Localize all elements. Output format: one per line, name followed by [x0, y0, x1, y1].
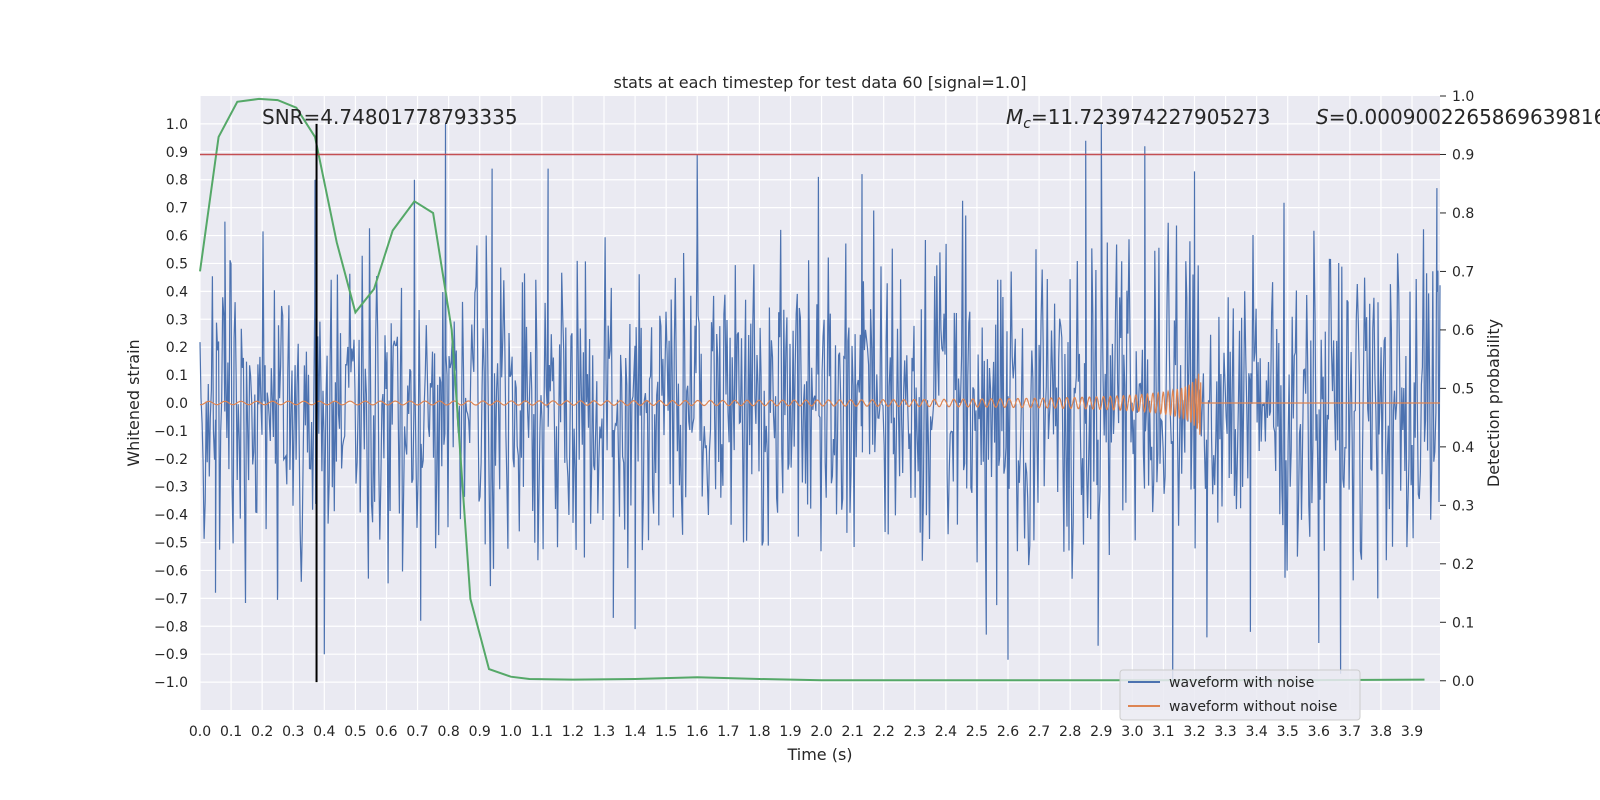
y-tick-label-left: −1.0: [154, 675, 188, 691]
x-tick-label: 3.7: [1339, 724, 1361, 740]
x-tick-label: 2.9: [1090, 724, 1112, 740]
x-tick-label: 0.2: [251, 724, 273, 740]
detection-probability-series: [199, 97, 1425, 682]
y-tick-label-right: 0.2: [1452, 557, 1474, 573]
x-tick-label: 3.1: [1152, 724, 1174, 740]
x-tick-label: 3.6: [1308, 724, 1330, 740]
x-tick-label: 2.2: [873, 724, 895, 740]
x-tick-label: 0.1: [220, 724, 242, 740]
x-tick-label: 0.3: [282, 724, 304, 740]
y-tick-label-left: 0.7: [166, 201, 188, 217]
x-tick-label: 2.1: [841, 724, 863, 740]
chirp-mass-annotation: Mc=11.723974227905273: [1006, 105, 1270, 132]
y-tick-label-right: 0.3: [1452, 498, 1474, 514]
y-tick-label-left: −0.4: [154, 508, 188, 524]
x-tick-label: 0.7: [406, 724, 428, 740]
x-tick-label: 3.0: [1121, 724, 1143, 740]
x-tick-label: 1.4: [624, 724, 646, 740]
x-tick-label: 1.9: [779, 724, 801, 740]
y-tick-label-left: −0.9: [154, 647, 188, 663]
chirp-mass-value: =11.723974227905273: [1031, 105, 1270, 129]
x-tick-label: 1.2: [562, 724, 584, 740]
snr-annotation: SNR=4.74801778793335: [262, 105, 518, 129]
y-tick-label-left: −0.6: [154, 563, 188, 579]
y-tick-label-left: 1.0: [166, 117, 188, 133]
y-axis-title-left: Whitened strain: [124, 339, 143, 466]
x-axis-title: Time (s): [786, 745, 852, 764]
x-tick-label: 2.0: [810, 724, 832, 740]
x-tick-label: 3.9: [1401, 724, 1423, 740]
legend: waveform with noise waveform without noi…: [1119, 669, 1361, 721]
x-tick-label: 3.3: [1214, 724, 1236, 740]
chart-title: stats at each timestep for test data 60 …: [614, 73, 1027, 92]
x-tick-label: 0.0: [189, 724, 211, 740]
clean-waveform-line: [199, 373, 1440, 435]
x-tick-label: 1.5: [655, 724, 677, 740]
x-tick-label: 3.2: [1183, 724, 1205, 740]
y-tick-label-left: 0.2: [166, 340, 188, 356]
x-tick-label: 1.8: [748, 724, 770, 740]
y-tick-label-right: 0.1: [1452, 615, 1474, 631]
y-tick-label-left: 0.3: [166, 312, 188, 328]
y-tick-label-right: 0.7: [1452, 264, 1474, 280]
x-tick-label: 1.3: [593, 724, 615, 740]
y-tick-label-left: −0.8: [154, 619, 188, 635]
y-tick-label-left: 0.6: [166, 229, 188, 245]
y-tick-label-left: −0.1: [154, 424, 188, 440]
y-tick-label-left: 0.9: [166, 145, 188, 161]
chirp-mass-symbol: M: [1006, 105, 1023, 129]
legend-box: [1119, 669, 1361, 721]
x-tick-label: 1.7: [717, 724, 739, 740]
y-tick-label-right: 1.0: [1452, 89, 1474, 105]
y-tick-label-left: 0.0: [166, 396, 188, 412]
y-tick-label-right: 0.6: [1452, 323, 1474, 339]
noise-line: [199, 123, 1441, 683]
legend-label-noise: waveform with noise: [1169, 675, 1314, 691]
x-tick-label: 2.5: [966, 724, 988, 740]
chirp-mass-subscript: c: [1023, 116, 1031, 132]
x-tick-label: 1.1: [531, 724, 553, 740]
x-tick-label: 2.6: [997, 724, 1019, 740]
x-tick-label: 3.8: [1370, 724, 1392, 740]
probability-line: [199, 97, 1425, 682]
tick-labels: 0.0 0.1 0.2 0.3 0.4 0.5 0.6 0.7 0.8 0.9 1.0 1.1 1.2 1…: [154, 89, 1474, 740]
y-tick-label-right: 0.5: [1452, 381, 1474, 397]
reference-lines: [200, 123, 1440, 683]
y-tick-label-left: −0.3: [154, 480, 188, 496]
x-tick-label: 0.8: [437, 724, 459, 740]
y-tick-label-right: 0.4: [1452, 440, 1474, 456]
y-tick-label-left: 0.4: [166, 284, 188, 300]
x-tick-label: 1.6: [686, 724, 708, 740]
x-tick-label: 1.0: [500, 724, 522, 740]
y-tick-label-right: 0.8: [1452, 206, 1474, 222]
y-tick-label-left: −0.5: [154, 536, 188, 552]
x-tick-label: 0.6: [375, 724, 397, 740]
y-tick-label-left: 0.1: [166, 368, 188, 384]
s-annotation: S=0.0009002265869639816: [1316, 105, 1600, 129]
waveform-without-noise-series: [199, 373, 1440, 435]
x-tick-label: 3.5: [1277, 724, 1299, 740]
waveform-with-noise-series: [199, 123, 1441, 683]
x-tick-label: 3.4: [1246, 724, 1268, 740]
x-tick-label: 2.7: [1028, 724, 1050, 740]
x-tick-label: 0.4: [313, 724, 335, 740]
y-tick-label-right: 0.0: [1452, 674, 1474, 690]
y-tick-label-left: 0.8: [166, 173, 188, 189]
y-axis-title-right: Detection probability: [1484, 319, 1503, 487]
y-tick-label-left: −0.2: [154, 452, 188, 468]
x-tick-label: 0.5: [344, 724, 366, 740]
x-tick-label: 2.3: [904, 724, 926, 740]
y-tick-label-right: 0.9: [1452, 147, 1474, 163]
s-symbol: S: [1316, 105, 1329, 129]
y-tick-label-left: −0.7: [154, 591, 188, 607]
legend-label-clean: waveform without noise: [1169, 699, 1337, 715]
s-value: =0.0009002265869639816: [1329, 105, 1600, 129]
x-tick-label: 2.4: [935, 724, 957, 740]
x-tick-label: 2.8: [1059, 724, 1081, 740]
y-tick-label-left: 0.5: [166, 256, 188, 272]
x-tick-label: 0.9: [469, 724, 491, 740]
